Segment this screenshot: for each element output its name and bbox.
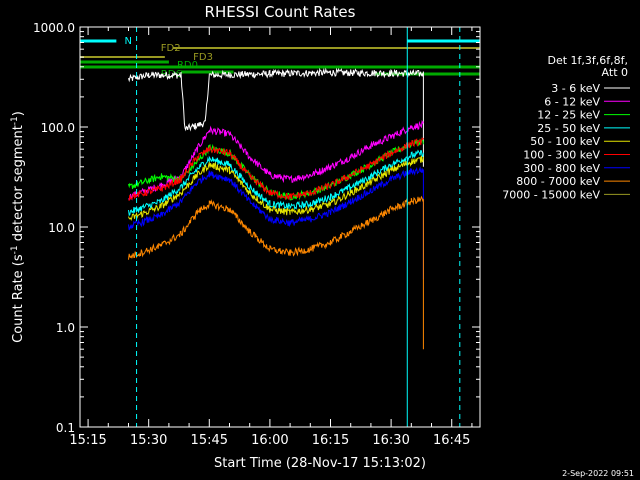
state-label: FD2: [161, 43, 181, 54]
x-tick-label: 16:30: [372, 433, 409, 448]
y-axis-label-sup: -1: [10, 116, 20, 125]
legend-entry-label: 3 - 6 keV: [551, 82, 600, 95]
series-lines: [128, 67, 424, 350]
legend-title-line1: Det 1f,3f,6f,8f,: [547, 54, 628, 67]
state-label: RD6: [161, 69, 182, 80]
series-line: [128, 195, 424, 350]
x-axis-label: Start Time (28-Nov-17 15:13:02): [214, 456, 426, 471]
state-label: FD3: [193, 52, 213, 63]
y-axis: 0.1 1.0 10.0 100.0 1000.0: [33, 21, 480, 435]
y-tick-label: 0.1: [56, 421, 75, 435]
series-line: [128, 119, 424, 201]
legend-entry-label: 12 - 25 keV: [537, 109, 600, 122]
legend-entry-label: 800 - 7000 keV: [516, 175, 600, 188]
series-line: [128, 155, 424, 221]
time-marker-lines: [80, 27, 461, 427]
state-label: N: [124, 36, 131, 47]
y-tick-label: 1000.0: [33, 21, 75, 35]
y-axis-label: Count Rate (s-1 detector segment-1): [10, 111, 26, 343]
series-line: [128, 67, 424, 167]
x-tick-label: 15:45: [191, 433, 228, 448]
y-tick-label: 10.0: [48, 221, 75, 235]
series-line: [128, 137, 424, 201]
state-label: RD0: [177, 60, 198, 71]
x-tick-label: 15:30: [130, 433, 167, 448]
legend-entry-label: 100 - 300 keV: [523, 149, 600, 162]
x-tick-label: 16:15: [312, 433, 349, 448]
legend-entry-label: 300 - 800 keV: [523, 162, 600, 175]
y-axis-label-sup: -1: [10, 245, 20, 254]
legend-entry-label: 7000 - 15000 keV: [502, 188, 600, 201]
x-tick-label: 15:15: [69, 433, 106, 448]
chart-title: RHESSI Count Rates: [205, 3, 356, 21]
legend-entry-label: 6 - 12 keV: [544, 95, 600, 108]
series-line: [128, 149, 424, 217]
y-axis-label-part: detector segment: [11, 125, 26, 245]
y-tick-label: 100.0: [41, 121, 75, 135]
y-tick-label: 1.0: [56, 321, 75, 335]
y-axis-label-part: Count Rate (s: [11, 254, 26, 343]
footer-date: 2-Sep-2022 09:51: [562, 469, 634, 478]
y-axis-label-part: ): [11, 111, 26, 116]
x-axis: 15:15 15:30 15:45 16:00 16:15 16:30 16:45: [69, 27, 473, 448]
legend-title-line2: Att 0: [602, 66, 628, 79]
series-line: [128, 166, 424, 280]
x-tick-label: 16:00: [251, 433, 288, 448]
x-tick-label: 16:45: [433, 433, 470, 448]
legend-entry-label: 50 - 100 keV: [530, 135, 600, 148]
legend-entry-label: 25 - 50 keV: [537, 122, 600, 135]
